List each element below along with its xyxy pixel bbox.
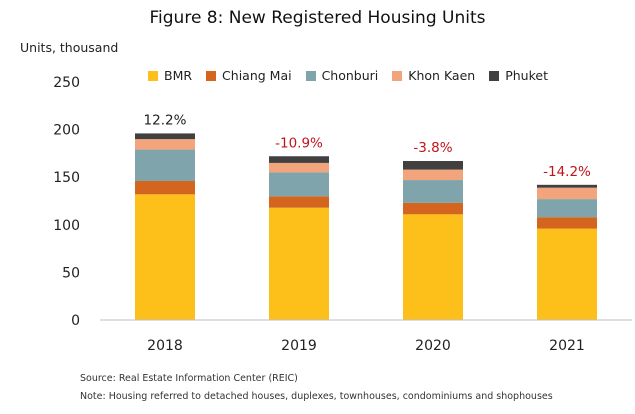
footnote: Note: Housing referred to detached house… [80, 391, 553, 402]
bar-segment-chiang-mai-2021 [537, 217, 597, 229]
y-tick-label: 200 [53, 123, 80, 139]
legend-item-bmr: BMR [148, 68, 192, 83]
bar-segment-khon-kaen-2020 [403, 169, 463, 181]
bar-segment-phuket-2018 [135, 133, 195, 140]
bar-segment-chonburi-2018 [135, 149, 195, 182]
bar-segment-khon-kaen-2019 [269, 162, 329, 173]
y-tick-label: 150 [53, 170, 80, 186]
growth-label: -14.2% [543, 164, 591, 180]
chart-title: Figure 8: New Registered Housing Units [149, 8, 486, 28]
bar-segment-chiang-mai-2020 [403, 202, 463, 215]
legend-swatch [392, 70, 403, 81]
bar-segment-bmr-2020 [403, 214, 463, 320]
legend-swatch [148, 70, 158, 81]
bar-segment-bmr-2021 [537, 228, 597, 320]
y-tick-label: 250 [53, 75, 80, 91]
growth-label: -3.8% [413, 140, 452, 156]
bar-segment-chiang-mai-2018 [135, 181, 195, 195]
bar-segment-phuket-2020 [403, 161, 463, 170]
legend-swatch [206, 70, 217, 81]
bar-segment-chiang-mai-2019 [269, 196, 329, 208]
x-tick-label: 2020 [415, 338, 451, 354]
bar-segment-phuket-2019 [269, 156, 329, 163]
y-tick-label: 100 [53, 218, 80, 234]
legend-item-chonburi: Chonburi [305, 68, 379, 83]
x-tick-label: 2021 [549, 338, 585, 354]
legend: BMR Chiang Mai Chonburi Khon Kaen Phuket [148, 68, 548, 83]
bar-segment-chonburi-2019 [269, 172, 329, 197]
bar-segment-bmr-2018 [135, 194, 195, 320]
x-tick-label: 2018 [147, 338, 183, 354]
legend-swatch [489, 70, 500, 81]
bar-segment-khon-kaen-2021 [537, 187, 597, 200]
legend-label: Phuket [505, 68, 548, 83]
bar-segment-phuket-2021 [537, 184, 597, 188]
legend-label: Chonburi [321, 68, 379, 83]
legend-label: Chiang Mai [222, 68, 292, 83]
growth-label: -10.9% [275, 135, 323, 151]
legend-item-chiang-mai: Chiang Mai [206, 68, 292, 83]
growth-label: 12.2% [144, 112, 187, 128]
y-tick-label: 50 [62, 265, 80, 281]
bar-segment-bmr-2019 [269, 207, 329, 320]
legend-label: Khon Kaen [408, 68, 476, 83]
legend-swatch [305, 70, 316, 81]
y-axis-unit-label: Units, thousand [20, 40, 119, 55]
legend-item-khon-kaen: Khon Kaen [392, 68, 475, 83]
x-tick-label: 2019 [281, 338, 317, 354]
bar-segment-chonburi-2020 [403, 180, 463, 203]
legend-label: BMR [164, 68, 193, 83]
source-note: Source: Real Estate Information Center (… [80, 373, 298, 384]
bar-segment-khon-kaen-2018 [135, 139, 195, 150]
bar-segment-chonburi-2021 [537, 199, 597, 218]
legend-item-phuket: Phuket [489, 68, 548, 83]
y-tick-label: 0 [71, 313, 80, 329]
